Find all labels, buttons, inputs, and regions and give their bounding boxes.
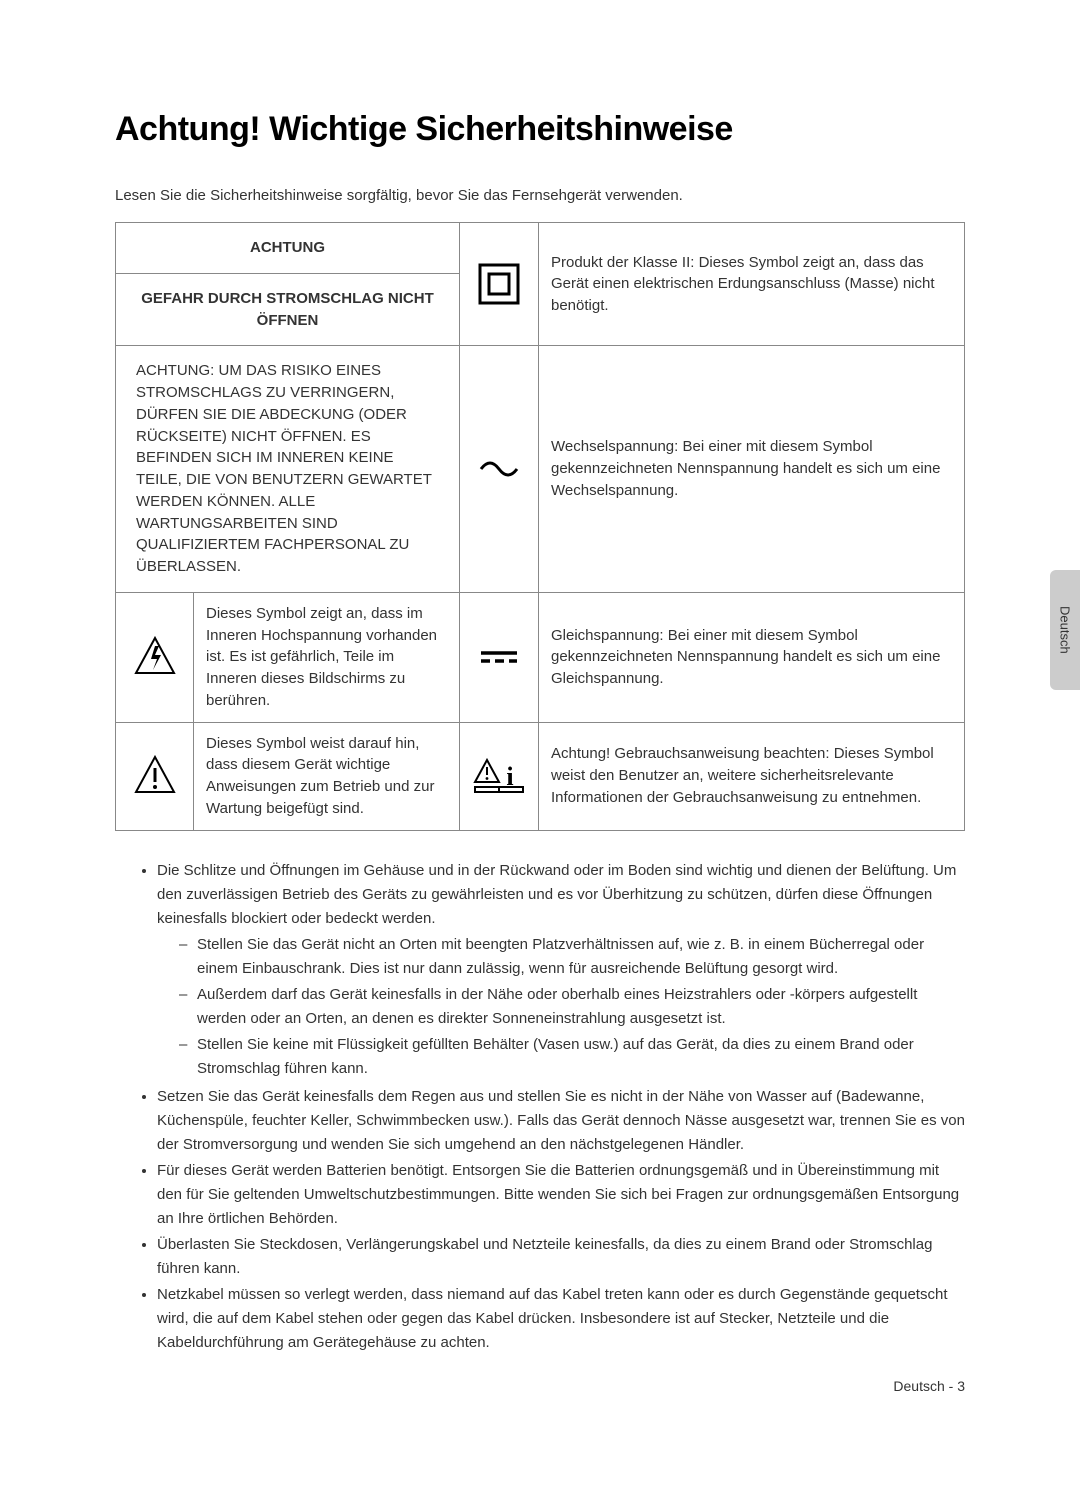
sub-bullet-item: Stellen Sie keine mit Flüssigkeit gefüll… [179,1033,965,1081]
bullet-item: Für dieses Gerät werden Batterien benöti… [157,1159,965,1231]
gefahr-header: GEFAHR DURCH STROMSCHLAG NICHT ÖFFNEN [116,273,460,346]
page-title: Achtung! Wichtige Sicherheitshinweise [115,110,965,149]
bullet-item: Netzkabel müssen so verlegt werden, dass… [157,1283,965,1355]
page-footer: Deutsch - 3 [893,1378,965,1394]
bullet-text: Die Schlitze und Öffnungen im Gehäuse un… [157,862,956,927]
instructions-text: Dieses Symbol weist darauf hin, dass die… [194,722,460,830]
intro-text: Lesen Sie die Sicherheitshinweise sorgfä… [115,187,965,204]
safety-symbol-table: ACHTUNG Produkt der Klasse II: Dieses Sy… [115,222,965,831]
manual-icon: i [460,722,539,830]
bullet-item: Überlasten Sie Steckdosen, Verlängerungs… [157,1233,965,1281]
manual-text: Achtung! Gebrauchsanweisung beachten: Di… [539,722,965,830]
sub-bullet-list: Stellen Sie das Gerät nicht an Orten mit… [157,933,965,1081]
page-content: Achtung! Wichtige Sicherheitshinweise Le… [0,0,1080,1417]
high-voltage-icon [116,592,194,722]
dc-text: Gleichspannung: Bei einer mit diesem Sym… [539,592,965,722]
achtung-header: ACHTUNG [116,223,460,274]
ac-text: Wechselspannung: Bei einer mit diesem Sy… [539,346,965,593]
sub-bullet-item: Außerdem darf das Gerät keinesfalls in d… [179,983,965,1031]
language-side-tab: Deutsch [1050,570,1080,690]
dc-icon [460,592,539,722]
warning-text: ACHTUNG: UM DAS RISIKO EINES STROMSCHLAG… [116,346,460,593]
side-tab-label: Deutsch [1058,606,1073,654]
class2-icon [460,223,539,346]
instructions-icon [116,722,194,830]
safety-bullet-list: Die Schlitze und Öffnungen im Gehäuse un… [115,859,965,1355]
class2-text: Produkt der Klasse II: Dieses Symbol zei… [539,223,965,346]
ac-icon [460,346,539,593]
high-voltage-text: Dieses Symbol zeigt an, dass im Inneren … [194,592,460,722]
sub-bullet-item: Stellen Sie das Gerät nicht an Orten mit… [179,933,965,981]
bullet-item: Die Schlitze und Öffnungen im Gehäuse un… [157,859,965,1081]
bullet-item: Setzen Sie das Gerät keinesfalls dem Reg… [157,1085,965,1157]
